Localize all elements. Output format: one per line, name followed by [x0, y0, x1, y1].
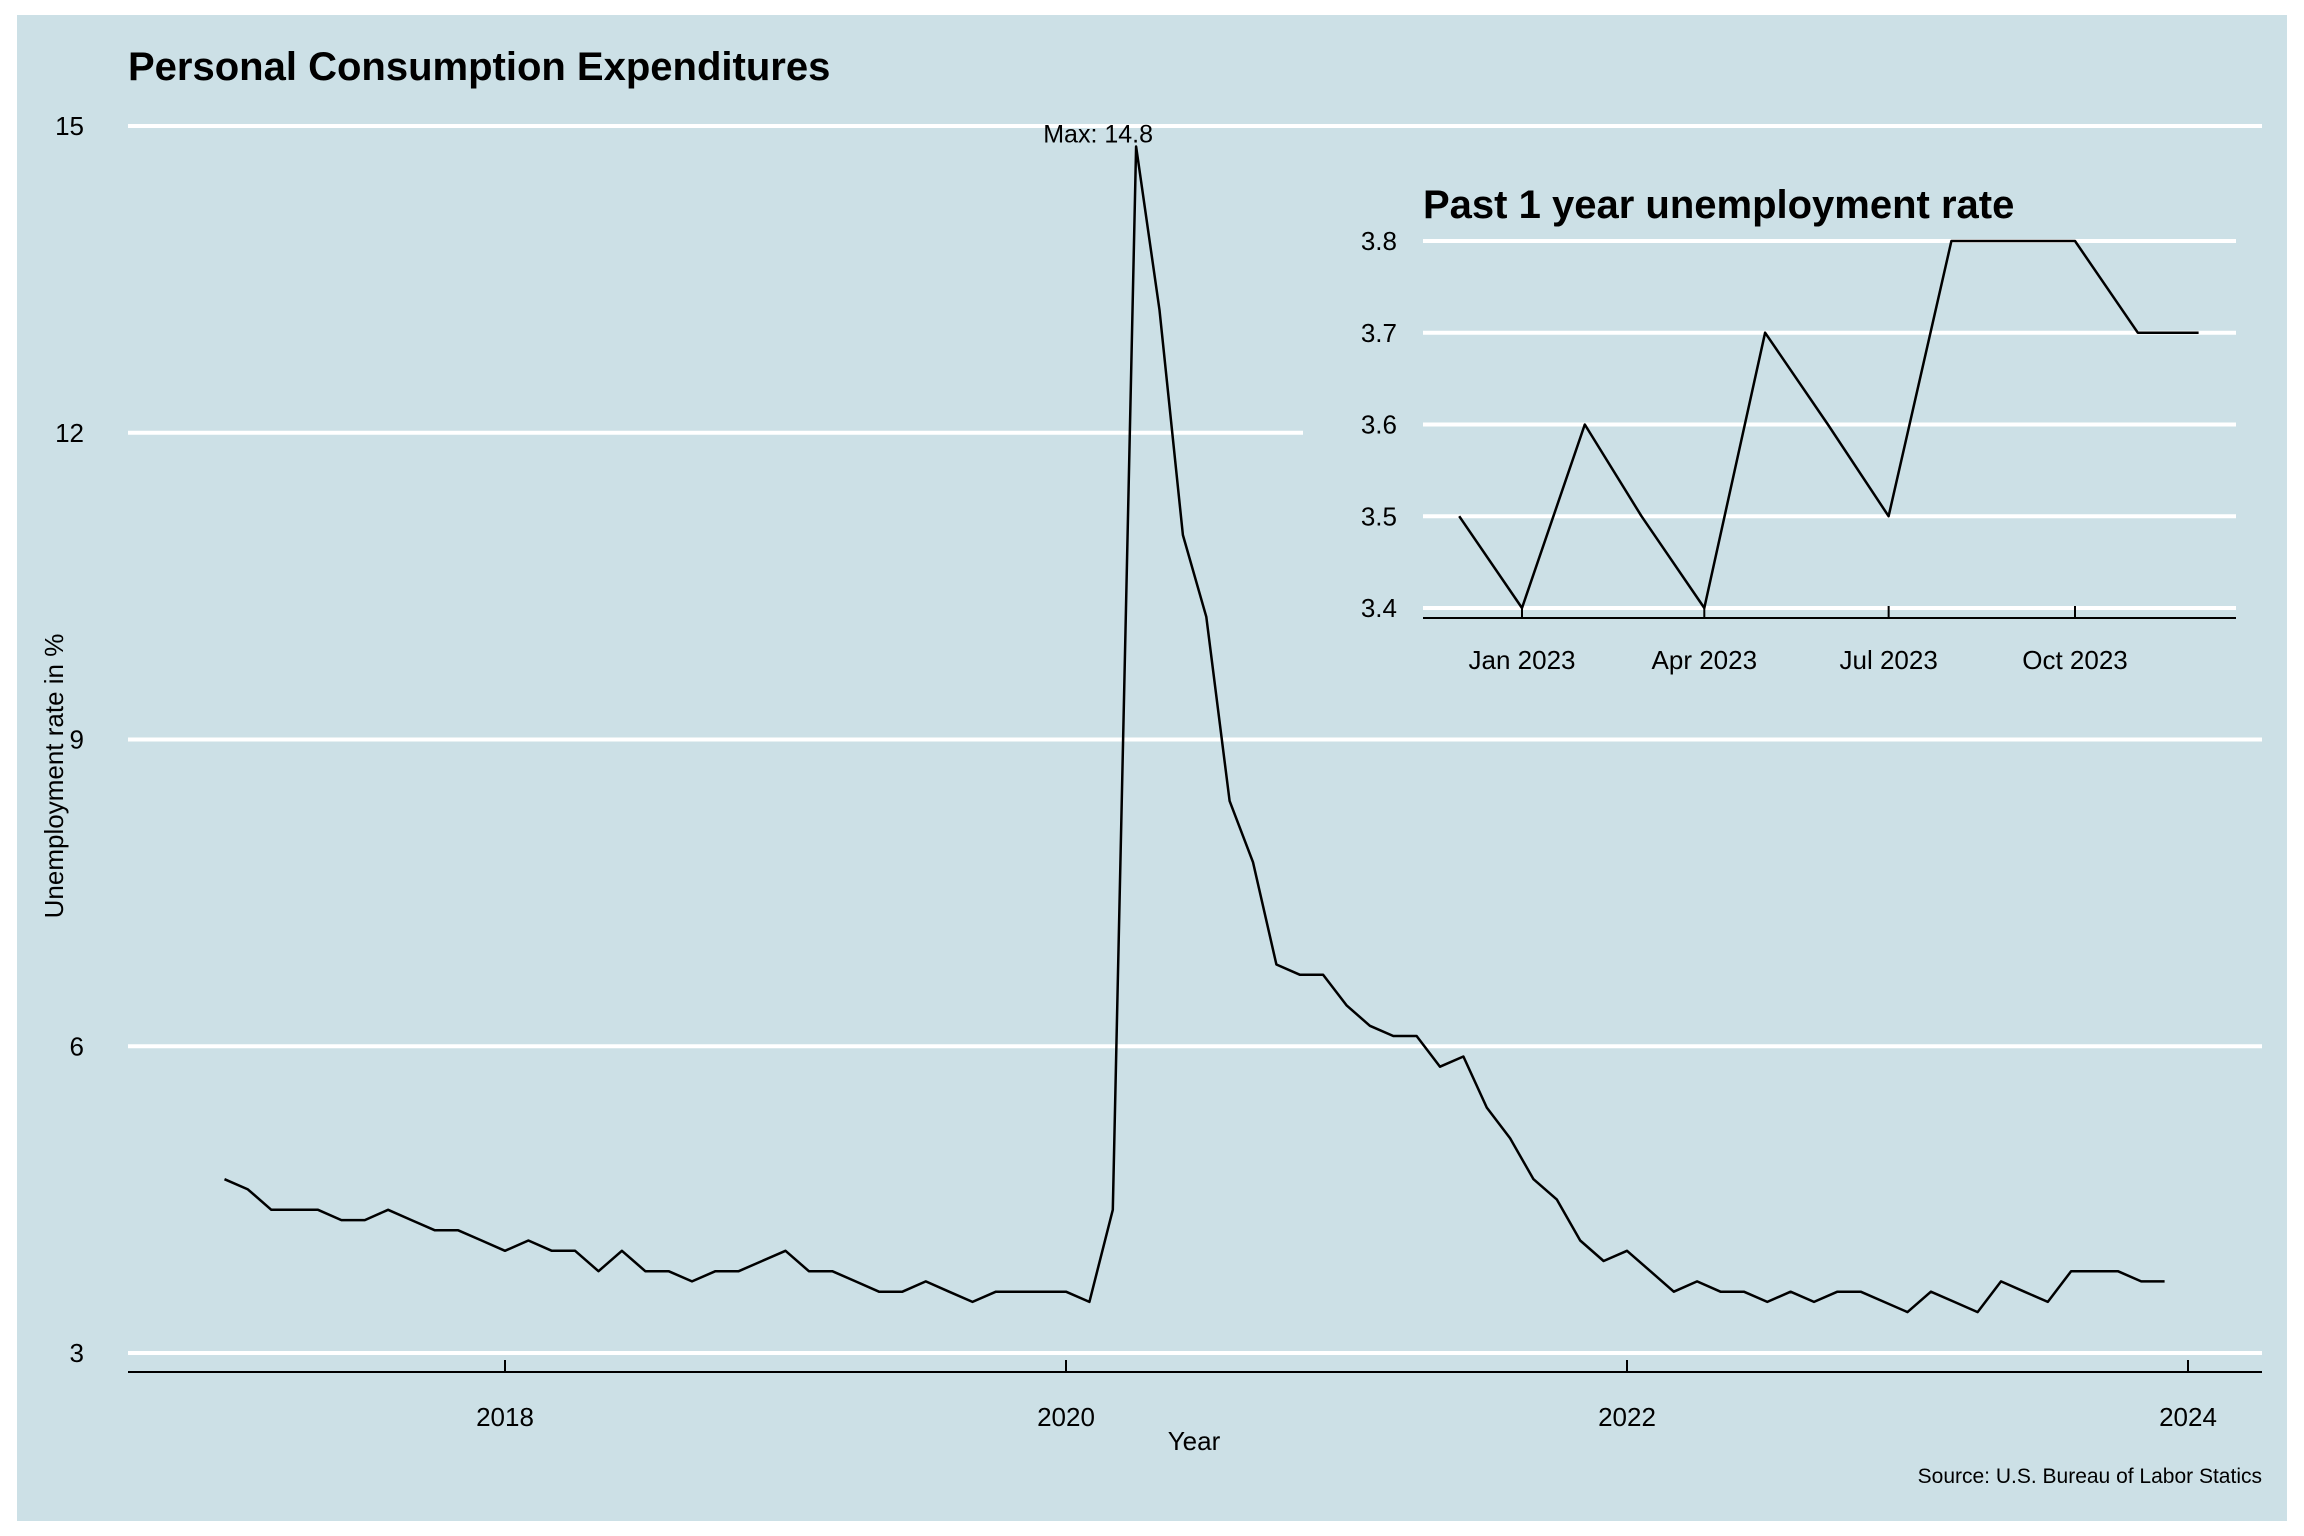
inset-x-tick-label: Oct 2023	[2022, 645, 2128, 675]
main-grid	[128, 124, 2262, 1355]
main-y-tick-label: 15	[55, 111, 84, 141]
inset-x-tick-label: Jul 2023	[1839, 645, 1937, 675]
inset-x-tick-label: Jan 2023	[1469, 645, 1576, 675]
inset-y-tick-label: 3.4	[1361, 593, 1397, 623]
main-y-tick-labels: 3 6 9 12 15	[55, 111, 84, 1368]
inset-y-tick-label: 3.6	[1361, 410, 1397, 440]
inset-background	[1303, 162, 2269, 694]
inset-x-ticks: Jan 2023 Apr 2023 Jul 2023 Oct 2023	[1469, 606, 2128, 675]
main-y-tick-label: 3	[70, 1338, 84, 1368]
main-chart-title: Personal Consumption Expenditures	[128, 45, 830, 89]
inset-grid	[1423, 239, 2236, 610]
main-x-axis-title: Year	[1168, 1426, 1221, 1456]
inset-chart-title: Past 1 year unemployment rate	[1423, 183, 2014, 227]
main-x-tick-label: 2018	[476, 1402, 534, 1432]
main-y-axis-title: Unemployment rate in %	[39, 634, 69, 919]
max-annotation: Max: 14.8	[1043, 120, 1153, 148]
main-x-tick-label: 2020	[1037, 1402, 1095, 1432]
main-y-tick-label: 12	[55, 418, 84, 448]
main-x-ticks: 2018 2020 2022 2024	[476, 1360, 2217, 1432]
inset-y-tick-label: 3.7	[1361, 318, 1397, 348]
inset-y-tick-label: 3.5	[1361, 501, 1397, 531]
main-x-tick-label: 2024	[2159, 1402, 2217, 1432]
main-series-line	[224, 145, 2165, 1314]
inset-y-tick-label: 3.8	[1361, 226, 1397, 256]
inset-series-line	[1458, 239, 2199, 610]
main-x-tick-label: 2022	[1598, 1402, 1656, 1432]
inset-x-tick-label: Apr 2023	[1652, 645, 1758, 675]
inset-y-tick-labels: 3.4 3.5 3.6 3.7 3.8	[1361, 226, 1397, 623]
main-y-tick-label: 6	[70, 1031, 84, 1061]
source-caption: Source: U.S. Bureau of Labor Statics	[1918, 1465, 2262, 1488]
main-y-tick-label: 9	[70, 725, 84, 755]
